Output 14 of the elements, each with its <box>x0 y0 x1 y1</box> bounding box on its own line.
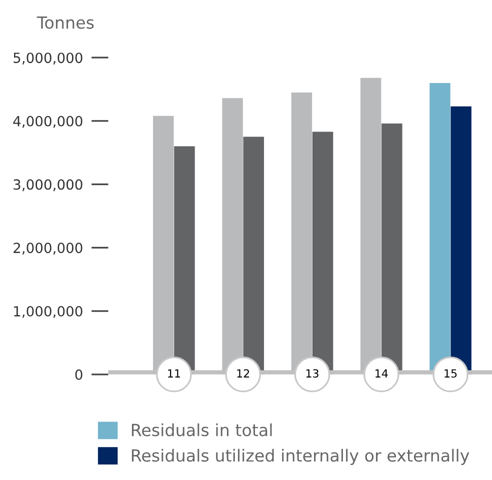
x-tick-label: 14 <box>376 369 388 378</box>
y-tick-label: 5,000,000 <box>14 52 82 64</box>
x-tick-label: 11 <box>168 369 180 378</box>
x-tick-label: 15 <box>444 369 457 378</box>
x-tick-label: 12 <box>237 369 250 378</box>
x-tick-label: 13 <box>306 369 318 378</box>
legend-label: Residuals in total <box>132 423 272 436</box>
y-tick-label: 2,000,000 <box>14 242 82 255</box>
y-tick-label: 4,000,000 <box>13 116 82 128</box>
legend-label: Residuals utilized internally or externally <box>132 448 470 465</box>
y-axis-title: Tonnes <box>36 16 94 29</box>
y-tick-label: 1,000,000 <box>14 306 82 318</box>
y-tick-label: 0 <box>75 369 82 380</box>
y-tick-label: 3,000,000 <box>14 179 82 192</box>
